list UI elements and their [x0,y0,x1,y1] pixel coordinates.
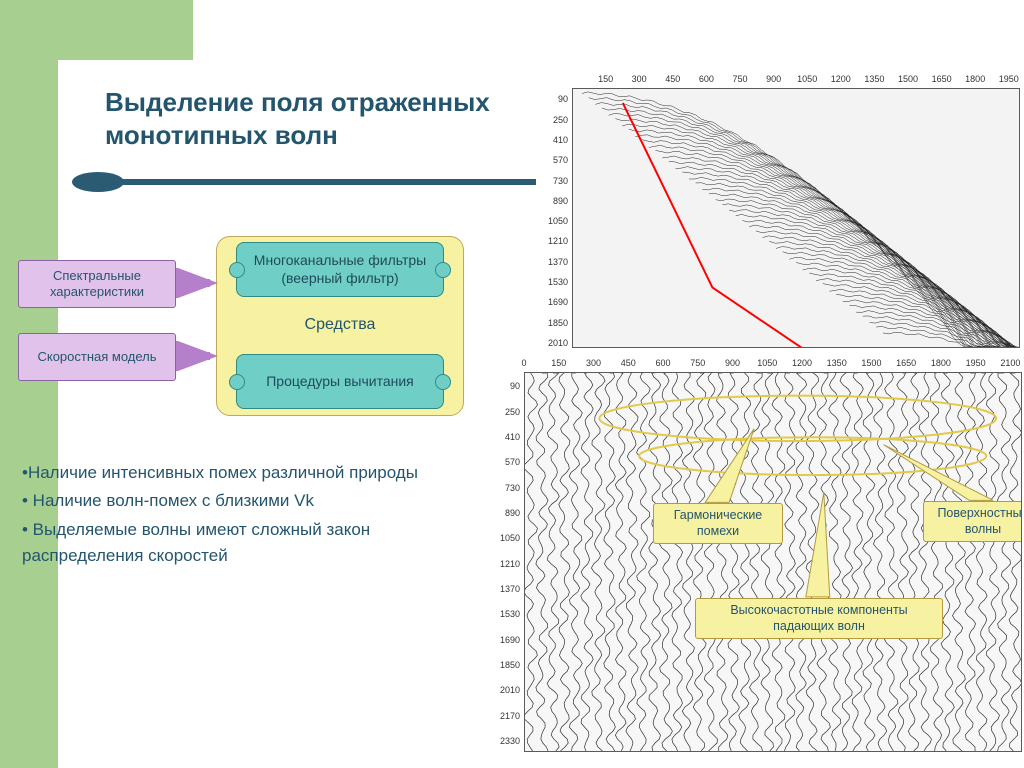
seismic-traces [525,373,1021,751]
title-line2: монотипных волн [105,120,338,150]
callout-box: Гармонические помехи [653,503,783,544]
seismic-traces [573,89,1019,347]
y-tick: 1370 [492,584,520,594]
x-tick: 1800 [931,358,951,368]
arrow-1 [176,341,220,371]
x-tick: 0 [521,358,526,368]
bullet-text-2: Выделяемые волны имеют сложный закон рас… [22,520,370,565]
y-tick: 1850 [492,660,520,670]
x-tick: 1200 [831,74,851,84]
x-tick: 1350 [827,358,847,368]
x-tick: 300 [586,358,601,368]
input-label-1: Скоростная модель [37,349,156,365]
x-tick: 1650 [932,74,952,84]
x-tick: 900 [725,358,740,368]
y-tick: 1050 [540,216,568,226]
y-tick: 2170 [492,711,520,721]
x-tick: 1200 [792,358,812,368]
y-tick: 1850 [540,318,568,328]
y-tick: 890 [540,196,568,206]
x-tick: 600 [699,74,714,84]
y-tick: 1690 [540,297,568,307]
y-tick: 730 [492,483,520,493]
y-tick: 1210 [540,236,568,246]
y-tick: 1050 [492,533,520,543]
method-box-subtraction: Процедуры вычитания [236,354,444,409]
bullet-2: • Выделяемые волны имеют сложный закон р… [22,517,472,570]
method-label-1: Процедуры вычитания [266,373,414,391]
method-label-0: Многоканальные фильтры (веерный фильтр) [237,252,443,287]
input-label-0: Спектральные характеристики [19,268,175,301]
bullet-list: •Наличие интенсивных помех различной при… [22,460,472,571]
x-tick: 300 [632,74,647,84]
bullet-text-1: Наличие волн-помех с близкими Vk [28,491,314,510]
y-tick: 2010 [492,685,520,695]
y-tick: 890 [492,508,520,518]
x-tick: 1500 [898,74,918,84]
y-tick: 570 [492,457,520,467]
upper-seismic-chart: 150 300 450 600 750 900 1050 1200 1350 1500 1650 18… [542,74,1020,349]
lower-seismic-chart: Гармонические помехи Поверхностные волны В… [490,360,1022,760]
x-tick: 450 [665,74,680,84]
y-tick: 250 [540,115,568,125]
x-tick: 1650 [896,358,916,368]
x-tick: 1950 [999,74,1019,84]
y-tick: 1530 [492,609,520,619]
x-tick: 600 [655,358,670,368]
x-tick: 1500 [861,358,881,368]
title-rule [70,170,540,194]
y-tick: 730 [540,176,568,186]
highlight-ellipse [599,396,996,441]
input-box-spectral: Спектральные характеристики [18,260,176,308]
means-diagram: Средства Спектральные характеристики Ско… [16,228,486,438]
y-tick: 410 [540,135,568,145]
x-tick: 900 [766,74,781,84]
y-tick: 1690 [492,635,520,645]
x-tick: 2100 [1000,358,1020,368]
y-tick: 90 [540,94,568,104]
method-box-filters: Многоканальные фильтры (веерный фильтр) [236,242,444,297]
input-box-velocity: Скоростная модель [18,333,176,381]
y-tick: 90 [492,381,520,391]
upper-chart-frame [572,88,1020,348]
x-tick: 750 [732,74,747,84]
x-tick: 1050 [757,358,777,368]
x-tick: 1350 [864,74,884,84]
lower-chart-frame: Гармонические помехи Поверхностные волны В… [524,372,1022,752]
callout-box: Поверхностные волны [923,501,1022,542]
y-tick: 1210 [492,559,520,569]
y-tick: 2010 [540,338,568,348]
x-tick: 150 [598,74,613,84]
callout-box: Высокочастотные компоненты падающих волн [695,598,943,639]
title-line1: Выделение поля отраженных [105,87,490,117]
bullet-1: • Наличие волн-помех с близкими Vk [22,488,472,514]
y-tick: 570 [540,155,568,165]
highlight-ellipse [639,437,986,475]
x-tick: 1950 [966,358,986,368]
red-overlay-line [623,103,802,347]
x-tick: 150 [551,358,566,368]
arrow-0 [176,268,220,298]
bullet-0: •Наличие интенсивных помех различной при… [22,460,472,486]
y-tick: 2330 [492,736,520,746]
y-tick: 1530 [540,277,568,287]
slide: Выделение поля отраженных монотипных вол… [0,0,1024,768]
bullet-text-0: Наличие интенсивных помех различной прир… [28,463,418,482]
y-tick: 410 [492,432,520,442]
x-tick: 750 [690,358,705,368]
slide-title: Выделение поля отраженных монотипных вол… [105,86,535,151]
x-tick: 450 [621,358,636,368]
x-tick: 1800 [965,74,985,84]
means-label: Средства [216,316,464,334]
y-tick: 250 [492,407,520,417]
y-tick: 1370 [540,257,568,267]
x-tick: 1050 [797,74,817,84]
